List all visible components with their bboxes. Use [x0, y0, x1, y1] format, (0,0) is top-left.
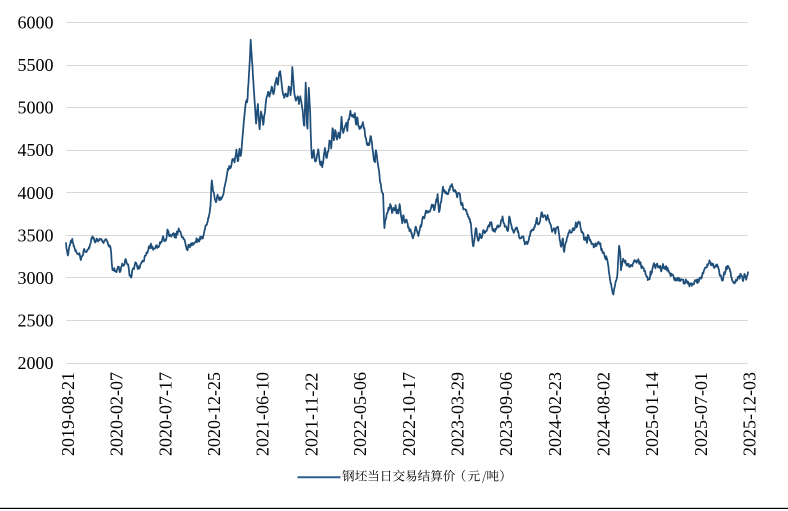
svg-text:2022-05-06: 2022-05-06	[350, 372, 370, 456]
svg-text:5500: 5500	[18, 55, 54, 75]
svg-text:2022-10-17: 2022-10-17	[399, 372, 419, 456]
svg-text:6000: 6000	[18, 13, 54, 33]
svg-text:4500: 4500	[18, 140, 54, 160]
svg-text:2020-02-07: 2020-02-07	[107, 372, 127, 456]
svg-text:2023-03-29: 2023-03-29	[447, 372, 467, 456]
svg-text:2000: 2000	[18, 353, 54, 373]
svg-text:2021-06-10: 2021-06-10	[253, 372, 273, 456]
svg-text:4000: 4000	[18, 183, 54, 203]
svg-text:3000: 3000	[18, 268, 54, 288]
svg-text:2025-12-03: 2025-12-03	[740, 372, 760, 456]
svg-text:2500: 2500	[18, 310, 54, 330]
svg-text:2020-07-17: 2020-07-17	[155, 372, 175, 456]
svg-text:2024-08-02: 2024-08-02	[593, 372, 613, 456]
svg-text:3500: 3500	[18, 225, 54, 245]
svg-text:2024-02-23: 2024-02-23	[545, 372, 565, 456]
svg-text:5000: 5000	[18, 98, 54, 118]
svg-text:2019-08-21: 2019-08-21	[58, 372, 78, 456]
svg-text:2025-07-01: 2025-07-01	[691, 372, 711, 456]
svg-text:2025-01-14: 2025-01-14	[642, 372, 662, 456]
svg-text:2020-12-25: 2020-12-25	[204, 372, 224, 456]
svg-text:2023-09-06: 2023-09-06	[496, 372, 516, 456]
svg-text:2021-11-22: 2021-11-22	[301, 373, 321, 456]
